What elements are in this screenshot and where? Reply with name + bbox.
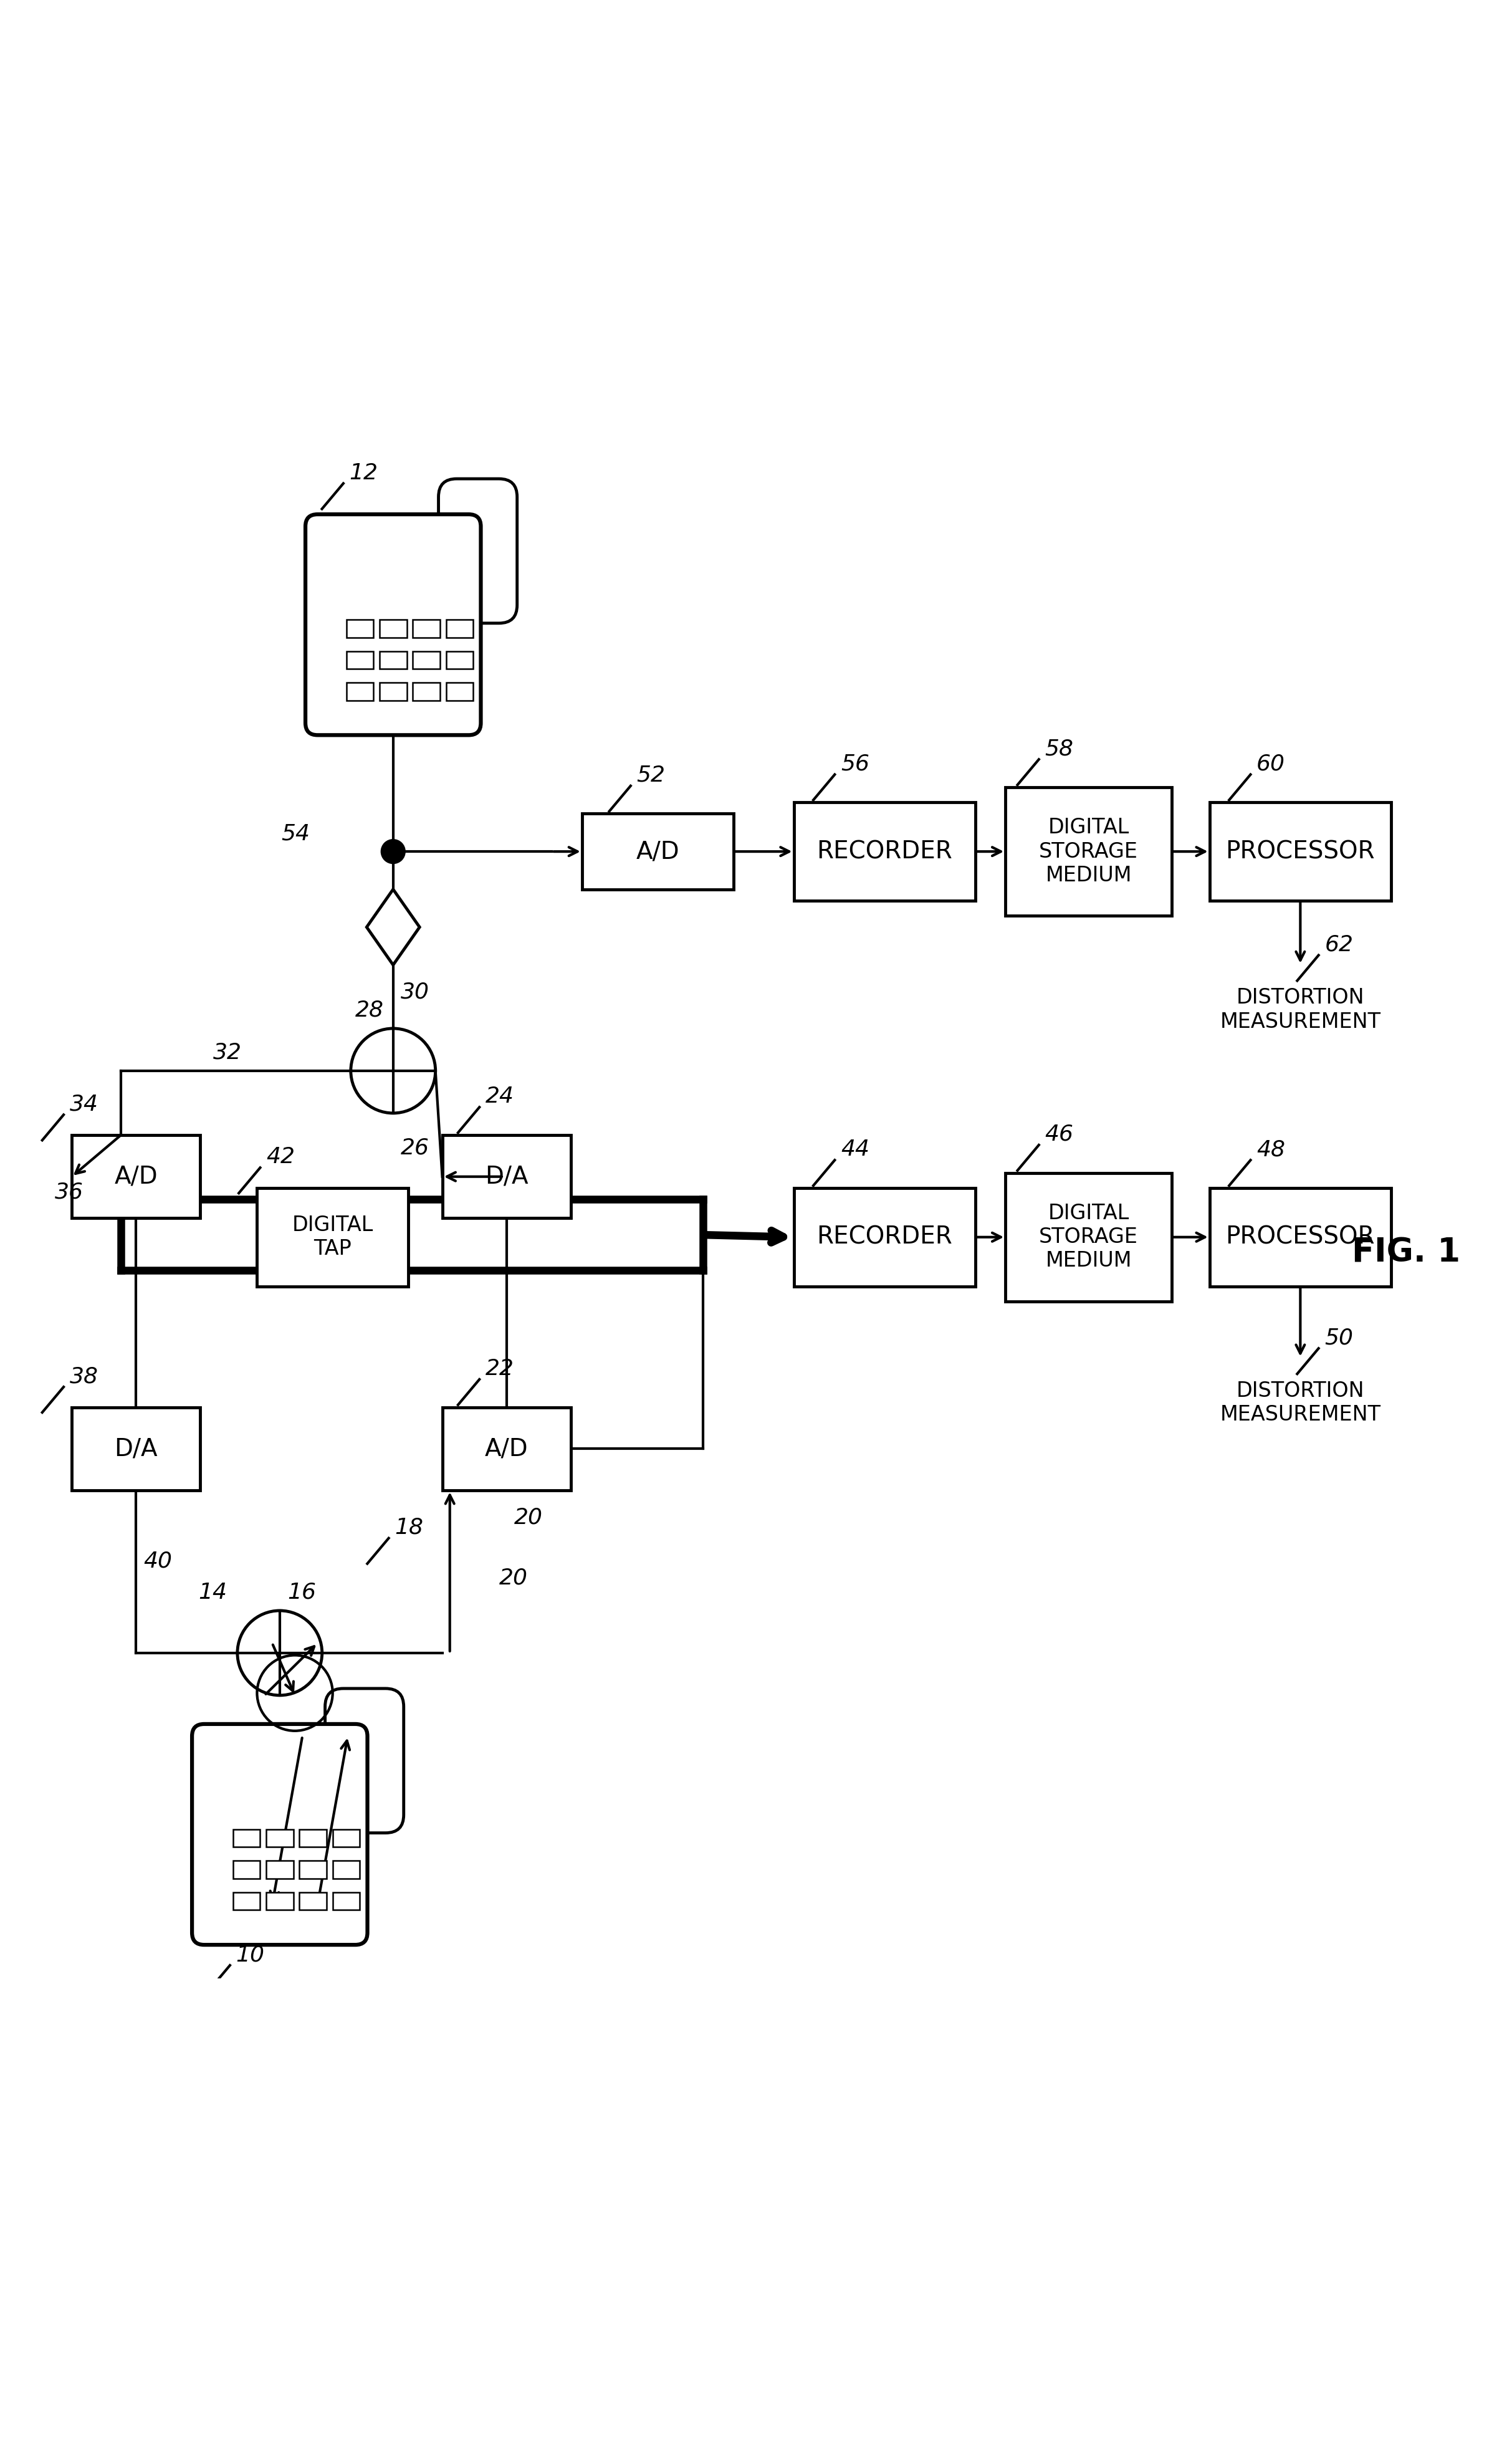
Text: 20: 20 xyxy=(514,1508,543,1528)
FancyBboxPatch shape xyxy=(1210,1188,1391,1286)
FancyBboxPatch shape xyxy=(325,1689,404,1833)
FancyBboxPatch shape xyxy=(1210,802,1391,902)
Text: FIG. 1: FIG. 1 xyxy=(1352,1237,1461,1268)
FancyBboxPatch shape xyxy=(266,1892,293,1911)
Text: PROCESSOR: PROCESSOR xyxy=(1226,841,1374,863)
Text: DIGITAL
STORAGE
MEDIUM: DIGITAL STORAGE MEDIUM xyxy=(1039,1202,1139,1271)
Text: 24: 24 xyxy=(485,1085,514,1107)
Text: A/D: A/D xyxy=(115,1166,157,1188)
Text: A/D: A/D xyxy=(485,1437,528,1462)
FancyBboxPatch shape xyxy=(380,650,407,670)
FancyBboxPatch shape xyxy=(299,1860,327,1879)
Text: 40: 40 xyxy=(144,1549,172,1571)
Text: 38: 38 xyxy=(70,1366,98,1386)
Text: DISTORTION
MEASUREMENT: DISTORTION MEASUREMENT xyxy=(1220,987,1380,1031)
Text: RECORDER: RECORDER xyxy=(816,841,953,863)
FancyBboxPatch shape xyxy=(1005,787,1172,916)
FancyBboxPatch shape xyxy=(257,1188,408,1286)
FancyBboxPatch shape xyxy=(346,650,373,670)
Text: A/D: A/D xyxy=(637,841,679,863)
Text: 52: 52 xyxy=(637,765,665,787)
FancyBboxPatch shape xyxy=(413,682,440,701)
FancyBboxPatch shape xyxy=(346,682,373,701)
Text: 36: 36 xyxy=(54,1180,83,1202)
FancyBboxPatch shape xyxy=(413,650,440,670)
Text: 22: 22 xyxy=(485,1359,514,1378)
FancyBboxPatch shape xyxy=(346,621,373,638)
FancyBboxPatch shape xyxy=(446,621,473,638)
FancyBboxPatch shape xyxy=(71,1408,200,1491)
FancyBboxPatch shape xyxy=(266,1831,293,1848)
Text: 30: 30 xyxy=(401,982,429,1002)
Text: 32: 32 xyxy=(213,1041,242,1063)
FancyBboxPatch shape xyxy=(71,1134,200,1217)
FancyBboxPatch shape xyxy=(1005,1173,1172,1300)
Text: 50: 50 xyxy=(1325,1327,1353,1349)
FancyBboxPatch shape xyxy=(299,1831,327,1848)
Text: 62: 62 xyxy=(1325,934,1353,956)
FancyBboxPatch shape xyxy=(380,621,407,638)
FancyBboxPatch shape xyxy=(582,814,733,890)
Text: 60: 60 xyxy=(1256,753,1285,775)
Text: 34: 34 xyxy=(70,1092,98,1114)
FancyBboxPatch shape xyxy=(333,1892,360,1911)
FancyBboxPatch shape xyxy=(443,1134,572,1217)
FancyBboxPatch shape xyxy=(794,802,975,902)
FancyBboxPatch shape xyxy=(413,621,440,638)
Text: 20: 20 xyxy=(499,1567,528,1589)
Text: D/A: D/A xyxy=(485,1166,528,1188)
FancyBboxPatch shape xyxy=(192,1723,367,1945)
Text: 28: 28 xyxy=(355,1000,384,1022)
Text: 26: 26 xyxy=(401,1136,429,1158)
Text: 42: 42 xyxy=(266,1146,295,1168)
FancyBboxPatch shape xyxy=(333,1860,360,1879)
FancyBboxPatch shape xyxy=(233,1831,260,1848)
Text: 58: 58 xyxy=(1045,738,1074,760)
Text: 18: 18 xyxy=(395,1518,423,1537)
FancyBboxPatch shape xyxy=(333,1831,360,1848)
Text: DISTORTION
MEASUREMENT: DISTORTION MEASUREMENT xyxy=(1220,1381,1380,1425)
FancyBboxPatch shape xyxy=(443,1408,572,1491)
Text: DIGITAL
STORAGE
MEDIUM: DIGITAL STORAGE MEDIUM xyxy=(1039,816,1139,885)
Text: 54: 54 xyxy=(281,824,310,843)
FancyBboxPatch shape xyxy=(266,1860,293,1879)
FancyBboxPatch shape xyxy=(233,1860,260,1879)
FancyBboxPatch shape xyxy=(446,650,473,670)
Text: 48: 48 xyxy=(1256,1139,1285,1161)
Text: 10: 10 xyxy=(236,1943,265,1965)
Text: DIGITAL
TAP: DIGITAL TAP xyxy=(292,1215,373,1259)
Text: 46: 46 xyxy=(1045,1124,1074,1144)
Circle shape xyxy=(381,838,405,863)
Text: 14: 14 xyxy=(198,1581,227,1603)
FancyBboxPatch shape xyxy=(438,479,517,623)
Text: 12: 12 xyxy=(349,462,378,484)
FancyBboxPatch shape xyxy=(380,682,407,701)
FancyBboxPatch shape xyxy=(305,513,481,736)
FancyBboxPatch shape xyxy=(794,1188,975,1286)
FancyBboxPatch shape xyxy=(299,1892,327,1911)
Text: 44: 44 xyxy=(841,1139,869,1161)
FancyBboxPatch shape xyxy=(233,1892,260,1911)
Text: 16: 16 xyxy=(287,1581,316,1603)
FancyBboxPatch shape xyxy=(446,682,473,701)
Text: PROCESSOR: PROCESSOR xyxy=(1226,1224,1374,1249)
Text: D/A: D/A xyxy=(115,1437,157,1462)
Text: 56: 56 xyxy=(841,753,869,775)
Text: RECORDER: RECORDER xyxy=(816,1224,953,1249)
